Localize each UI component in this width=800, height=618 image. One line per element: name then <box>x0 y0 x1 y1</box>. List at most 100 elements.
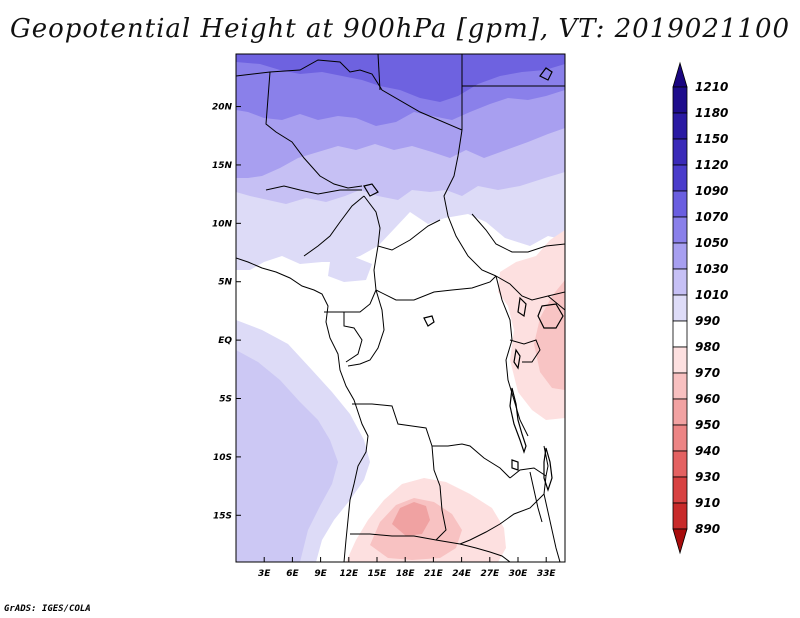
border-rwanda-burundi <box>509 339 541 363</box>
border-sahara-north <box>236 59 463 131</box>
colorbar-swatch <box>672 320 688 348</box>
border-zambia-east <box>459 467 547 545</box>
lake-tanganyika <box>509 387 527 454</box>
colorbar-swatch <box>672 450 688 478</box>
colorbar-swatch <box>672 138 688 166</box>
country-borders <box>236 54 565 562</box>
colorbar-swatch <box>672 398 688 426</box>
colorbar-label: 950 <box>695 418 720 432</box>
lat-tick-label: 5S <box>219 395 232 405</box>
colorbar-swatch <box>672 268 688 296</box>
height-field <box>236 54 565 562</box>
colorbar-label: 1090 <box>695 184 728 198</box>
border-car-drc <box>375 275 497 301</box>
border-south-sudan <box>471 213 565 253</box>
border-uganda <box>495 275 565 301</box>
colorbar-swatch <box>672 216 688 244</box>
lake-mweru <box>511 459 519 471</box>
contour-fill-1030-south <box>236 350 338 562</box>
colorbar-label: 1070 <box>695 210 728 224</box>
colorbar-label: 1120 <box>695 158 728 172</box>
lon-tick-label: 15E <box>368 569 388 579</box>
lake-victoria <box>537 303 564 329</box>
lon-tick-label: 12E <box>339 569 359 579</box>
lake-malawi <box>543 447 553 492</box>
border-congo-drc <box>347 289 385 367</box>
colorbar-label: 890 <box>695 522 720 536</box>
lat-tick-label: 15N <box>212 161 233 171</box>
colorbar-label: 1150 <box>695 132 728 146</box>
colorbar-label: 940 <box>695 444 720 458</box>
colorbar-swatch <box>672 346 688 374</box>
map-frame <box>235 53 566 563</box>
lon-tick-label: 9E <box>314 569 327 579</box>
colorbar-swatch <box>672 372 688 400</box>
colorbar-label: 990 <box>695 314 720 328</box>
axis-ticks: 20N 15N 10N 5N EQ 5S 10S 15S 3E 6E 9E 12E 15E 18E 21E 2… <box>212 103 556 579</box>
colorbar-swatch <box>672 424 688 452</box>
colorbar-label: 1210 <box>695 80 728 94</box>
colorbar-swatch <box>672 86 688 114</box>
colorbar-swatch <box>672 502 688 530</box>
colorbar-label: 1180 <box>695 106 728 120</box>
lon-tick-label: 24E <box>452 569 472 579</box>
lat-tick-label: 15S <box>213 511 232 521</box>
colorbar-label: 1050 <box>695 236 728 250</box>
colorbar-label: 930 <box>695 470 720 484</box>
lat-tick-label: EQ <box>218 336 232 346</box>
contour-fill-1010-blob <box>266 226 300 254</box>
colorbar-top-arrow <box>672 61 688 88</box>
border-chad-car <box>363 195 441 251</box>
colorbar-swatch <box>672 112 688 140</box>
border-libya-egypt <box>377 54 381 91</box>
map-title: Geopotential Height at 900hPa [gpm], VT:… <box>9 14 791 44</box>
contour-fill-1010-blob <box>328 256 372 282</box>
colorbar-bottom-arrow <box>672 528 688 555</box>
border-chad-sudan <box>443 129 497 277</box>
colorbar-swatch <box>672 190 688 218</box>
border-angola-zambia <box>431 445 447 541</box>
lon-tick-label: 30E <box>509 569 529 579</box>
colorbar-label: 1010 <box>695 288 728 302</box>
lake-red-sea-coast <box>539 67 553 81</box>
colorbar-swatch <box>672 242 688 270</box>
border-namibia-botswana <box>459 543 511 562</box>
lake-chad <box>363 183 379 197</box>
lakes <box>363 67 564 492</box>
border-angola-namibia <box>350 533 461 545</box>
lon-tick-label: 33E <box>537 569 557 579</box>
lon-tick-label: 18E <box>396 569 416 579</box>
credit-label: GrADS: IGES/COLA <box>4 604 91 614</box>
lat-tick-label: 20N <box>212 103 233 113</box>
coastline <box>236 257 369 562</box>
border-malawi <box>529 471 543 523</box>
lake-albert <box>517 296 527 318</box>
border-drc-east <box>495 275 529 437</box>
lat-tick-label: 10S <box>213 453 232 463</box>
contour-fill-1090-north <box>236 54 565 102</box>
lon-tick-label: 27E <box>480 569 500 579</box>
border-gabon <box>324 311 363 363</box>
border-niger-nigeria <box>265 185 362 195</box>
lon-tick-label: 6E <box>286 569 299 579</box>
lat-tick-label: 5N <box>218 278 232 288</box>
colorbar: 1210 1180 1150 1120 1090 1070 1050 1030 1010 990 9… <box>672 61 728 555</box>
lake-kivu <box>513 348 521 370</box>
lon-tick-label: 3E <box>258 569 271 579</box>
colorbar-label: 960 <box>695 392 720 406</box>
colorbar-label: 970 <box>695 366 720 380</box>
lat-tick-label: 10N <box>212 219 233 229</box>
colorbar-swatch <box>672 294 688 322</box>
colorbar-label: 1030 <box>695 262 728 276</box>
contour-fill-960-south <box>392 502 430 536</box>
contour-fill-970-east <box>534 280 565 390</box>
border-nigeria-cameroon <box>303 195 365 257</box>
colorbar-label: 980 <box>695 340 720 354</box>
lake-tumba <box>423 315 435 327</box>
border-mali-niger <box>265 71 363 189</box>
border-tanzania-kenya <box>547 295 565 311</box>
colorbar-swatch <box>672 476 688 504</box>
colorbar-swatch <box>672 164 688 192</box>
lon-tick-label: 21E <box>424 569 444 579</box>
